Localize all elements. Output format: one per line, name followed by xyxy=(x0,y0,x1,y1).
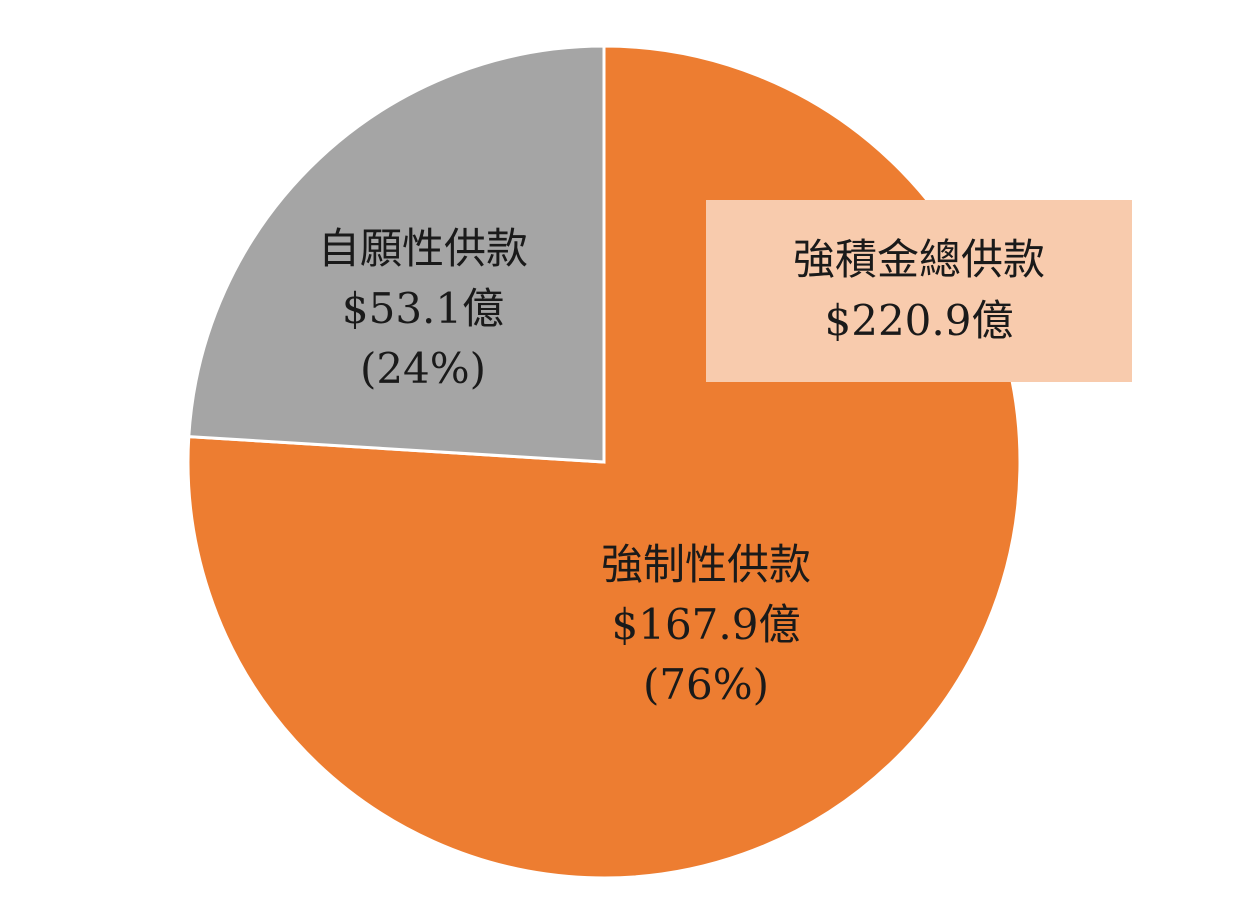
slice-label-mandatory: 強制性供款 xyxy=(601,540,811,589)
slice-value-mandatory: $167.9億 xyxy=(612,600,801,649)
slice-percent-voluntary: (24%) xyxy=(360,344,486,393)
total-value: $220.9億 xyxy=(824,296,1014,345)
slice-value-voluntary: $53.1億 xyxy=(342,284,504,333)
slice-percent-mandatory: (76%) xyxy=(643,660,769,709)
total-label: 強積金總供款 xyxy=(792,235,1045,285)
slices-layer xyxy=(186,44,1022,880)
total-contribution-box: 強積金總供款 $220.9億 xyxy=(706,200,1132,382)
pie-slice-voluntary xyxy=(187,44,606,464)
slice-label-voluntary: 自願性供款 xyxy=(318,224,528,273)
labels-layer: 強制性供款 $167.9億 (76%) 自願性供款 $53.1億 (24%) xyxy=(318,224,811,709)
